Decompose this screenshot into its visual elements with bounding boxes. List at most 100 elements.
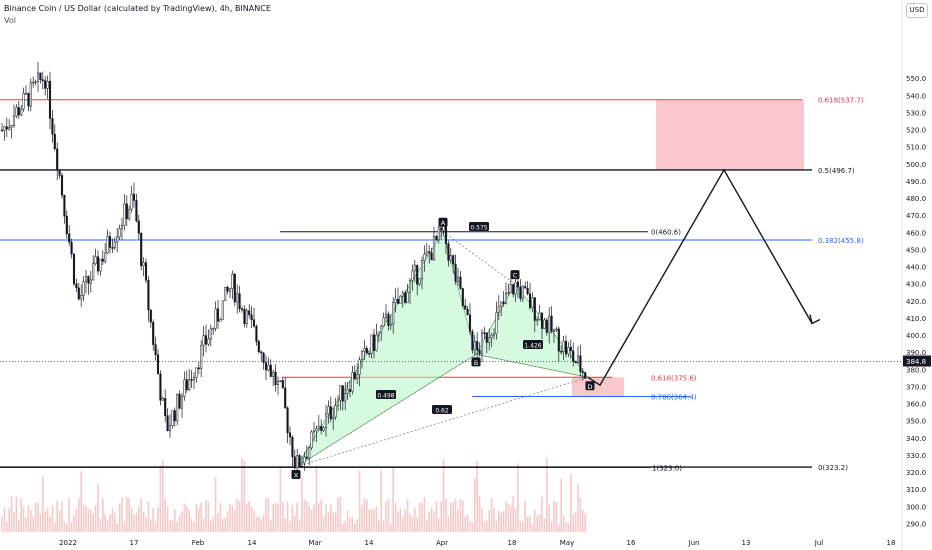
volume-bar xyxy=(270,520,272,532)
candle-body xyxy=(17,107,20,116)
volume-bar xyxy=(538,514,541,532)
fib-level-label: 0.618(375.6) xyxy=(651,374,697,382)
y-tick-label: 430.0 xyxy=(906,281,926,289)
fib-levels: 0.618(537.7) 0.5(496.7) 0(460.6) 0.382(455.… xyxy=(0,97,864,472)
volume-bar xyxy=(351,517,354,532)
candle-body xyxy=(58,170,61,176)
candle-body xyxy=(269,364,272,377)
volume-bar xyxy=(70,521,73,532)
candle-body xyxy=(154,344,157,356)
candle-body xyxy=(452,255,455,265)
candle-body xyxy=(267,364,270,371)
candle-body xyxy=(144,262,148,281)
candle-body xyxy=(300,462,304,467)
candle-body xyxy=(281,380,284,389)
candle-body xyxy=(156,354,160,375)
volume-bar xyxy=(123,521,126,532)
volume-bar xyxy=(536,515,538,532)
candle-body xyxy=(243,308,246,324)
candle-body xyxy=(548,315,551,333)
volume-bar xyxy=(315,466,318,532)
candle-body xyxy=(320,426,323,431)
candle-body xyxy=(262,352,265,363)
candle-body xyxy=(104,252,107,262)
entry-zone-rect xyxy=(572,377,624,397)
volume-bar xyxy=(85,506,87,532)
candle-body xyxy=(63,194,66,217)
volume-bar xyxy=(202,517,205,532)
candle-body xyxy=(240,308,244,311)
volume-bar xyxy=(82,504,85,532)
volume-bar xyxy=(193,522,195,532)
x-tick-label: May xyxy=(560,539,574,547)
candle-body xyxy=(418,278,421,285)
candle-body xyxy=(500,301,503,307)
x-tick-label: 14 xyxy=(248,539,257,547)
candle-body xyxy=(238,293,241,310)
volume-bar xyxy=(320,499,322,532)
volume-bar xyxy=(495,521,498,532)
candle-body xyxy=(552,329,556,332)
candle-body xyxy=(207,338,210,345)
volume-bar xyxy=(274,502,277,532)
volume-bar xyxy=(145,517,147,532)
candle-body xyxy=(353,372,356,379)
candle-body xyxy=(368,352,371,355)
candle-body xyxy=(461,288,464,306)
target-zone-rect xyxy=(656,99,804,170)
candle-body xyxy=(60,175,64,196)
candle-body xyxy=(22,93,25,110)
candle-body xyxy=(137,220,140,234)
ratio-label: 0.498 xyxy=(377,393,394,400)
entry-zone xyxy=(572,377,624,397)
volume-bar xyxy=(217,512,219,532)
y-tick-label: 540.0 xyxy=(906,92,926,100)
x-tick-label: Jul xyxy=(814,539,824,547)
y-tick-label: 390.0 xyxy=(906,349,926,357)
volume-bar xyxy=(44,511,46,532)
candle-body xyxy=(123,203,126,226)
volume-bar xyxy=(102,498,104,532)
candle-body xyxy=(351,372,354,392)
volume-bar xyxy=(3,507,6,532)
candle-body xyxy=(152,321,155,345)
candle-body xyxy=(257,341,260,353)
candle-body xyxy=(344,393,347,402)
volume-bar xyxy=(54,522,56,532)
volume-bar xyxy=(8,508,10,532)
x-tick-label: 13 xyxy=(742,539,751,547)
volume-bar xyxy=(514,507,517,532)
candle-body xyxy=(507,292,510,294)
volume-bar xyxy=(138,506,140,532)
candle-body xyxy=(80,295,83,300)
candle-body xyxy=(377,331,380,336)
candle-body xyxy=(310,431,313,449)
candle-body xyxy=(116,236,119,243)
candle-body xyxy=(574,361,577,364)
volume-bar xyxy=(15,496,18,532)
candle-body xyxy=(250,314,253,320)
candle-body xyxy=(545,319,548,333)
candle-body xyxy=(564,340,568,355)
volume-bar xyxy=(267,498,270,532)
candle-body xyxy=(430,252,433,261)
volume-bar xyxy=(565,522,567,532)
candle-body xyxy=(96,256,100,272)
candle-body xyxy=(255,325,258,342)
volume-bar xyxy=(142,511,145,532)
candle-body xyxy=(180,396,184,409)
volume-bar xyxy=(310,509,313,532)
volume-bar xyxy=(507,503,510,532)
candle-body xyxy=(425,251,428,255)
fib-level-label: 1(323.0) xyxy=(652,464,682,472)
volume-bar xyxy=(313,504,315,532)
candle-body xyxy=(20,108,23,116)
volume-bar xyxy=(411,516,414,532)
candle-body xyxy=(401,292,404,297)
currency-button[interactable]: USD xyxy=(906,3,928,18)
candles xyxy=(0,61,587,475)
candle-body xyxy=(504,293,508,304)
y-tick-label: 440.0 xyxy=(906,264,926,272)
volume-bar xyxy=(286,501,289,532)
